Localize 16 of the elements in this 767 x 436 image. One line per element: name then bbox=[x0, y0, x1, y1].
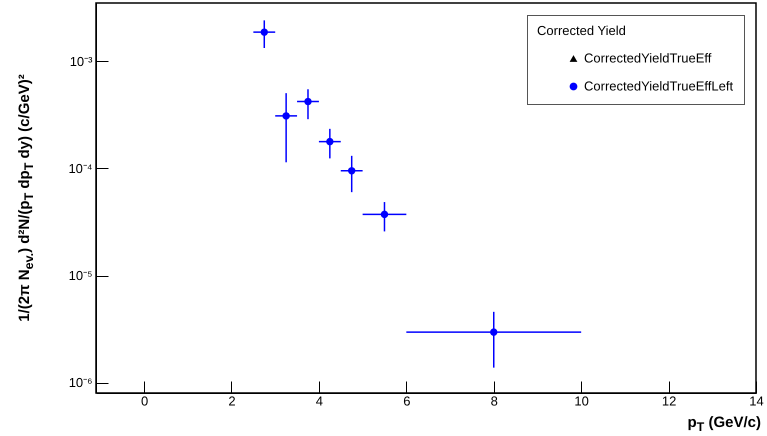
x-tick-label: 4 bbox=[316, 394, 324, 408]
x-tick-label: 10 bbox=[574, 394, 589, 408]
y-tick-label: 10⁻⁶ bbox=[68, 375, 92, 390]
x-tick-label: 2 bbox=[228, 394, 236, 408]
x-tick-label: 6 bbox=[403, 394, 410, 408]
x-tick-label: 14 bbox=[749, 394, 764, 408]
legend-title: Corrected Yield bbox=[537, 23, 626, 38]
legend-label: CorrectedYieldTrueEff bbox=[584, 50, 712, 66]
y-tick-label: 10⁻⁴ bbox=[68, 160, 92, 176]
legend-label: CorrectedYieldTrueEffLeft bbox=[584, 78, 734, 94]
y-tick-label: 10⁻³ bbox=[70, 54, 94, 69]
x-tick-label: 12 bbox=[662, 394, 676, 408]
x-tick-label: 8 bbox=[490, 394, 498, 408]
x-tick-label: 0 bbox=[140, 394, 148, 408]
x-axis-title: p$_{T}$ (GeV/c) bbox=[688, 414, 761, 434]
y-tick-label: 10⁻⁵ bbox=[68, 268, 92, 284]
